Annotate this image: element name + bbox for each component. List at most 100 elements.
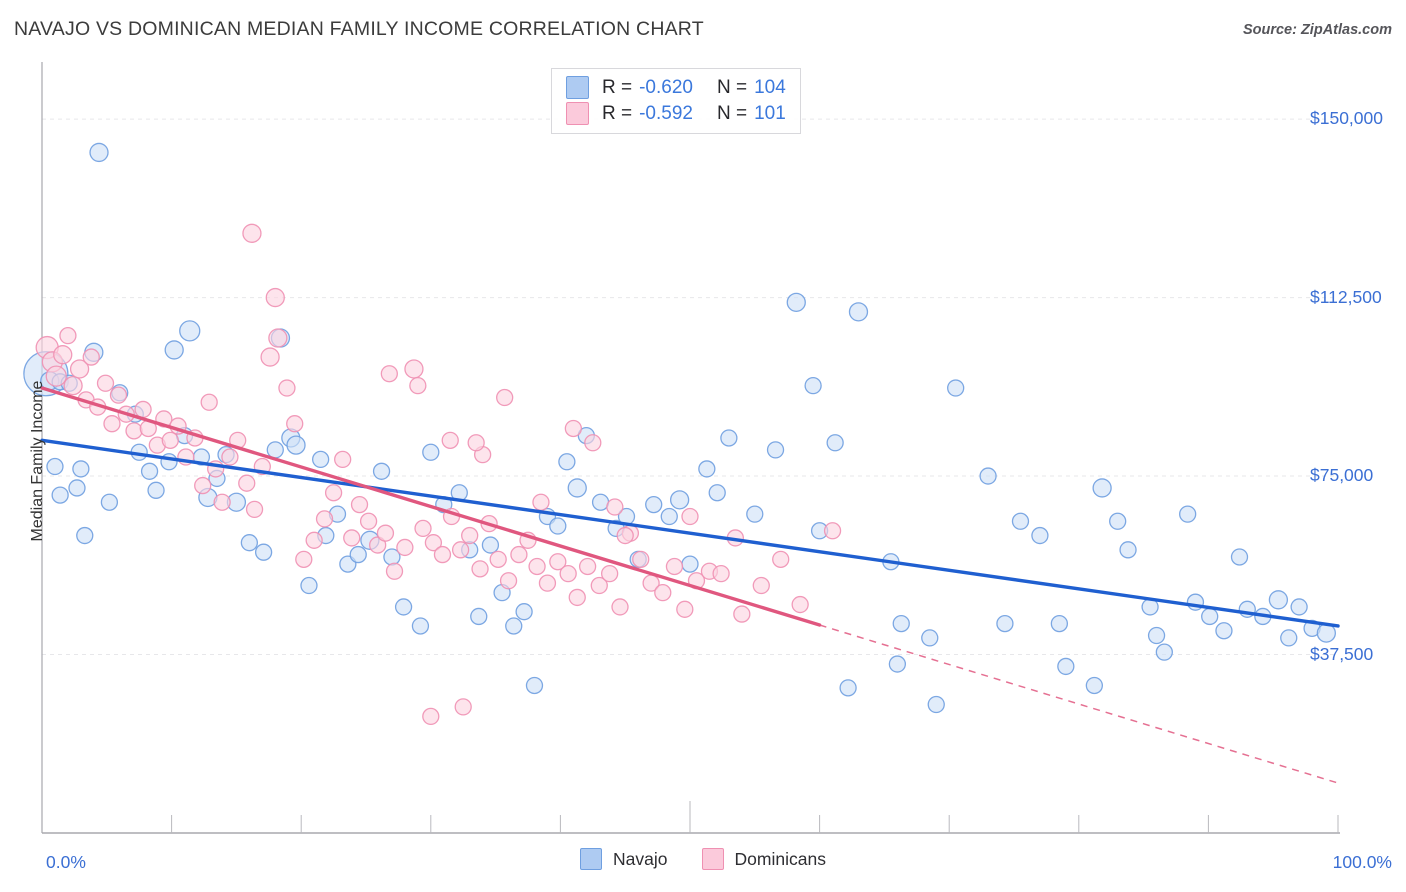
data-point[interactable] (616, 526, 634, 545)
data-point[interactable] (471, 560, 489, 578)
data-point[interactable] (349, 545, 367, 564)
data-point[interactable] (525, 676, 544, 695)
data-point[interactable] (708, 484, 726, 502)
data-point[interactable] (505, 617, 523, 635)
data-point[interactable] (311, 450, 330, 469)
data-point[interactable] (1011, 512, 1030, 530)
data-point[interactable] (286, 435, 306, 455)
data-point[interactable] (63, 375, 83, 396)
data-point[interactable] (134, 400, 152, 419)
data-point[interactable] (1215, 622, 1233, 640)
data-point[interactable] (1031, 526, 1049, 545)
data-point[interactable] (947, 379, 965, 397)
data-point[interactable] (470, 607, 488, 626)
data-point[interactable] (532, 493, 550, 511)
data-point[interactable] (590, 576, 608, 595)
data-point[interactable] (996, 614, 1014, 633)
data-point[interactable] (380, 365, 398, 383)
data-point[interactable] (499, 572, 518, 590)
data-point[interactable] (100, 493, 119, 511)
data-point[interactable] (839, 679, 857, 697)
data-point[interactable] (1119, 541, 1137, 559)
data-point[interactable] (681, 555, 699, 573)
data-point[interactable] (549, 517, 567, 535)
data-point[interactable] (89, 142, 109, 163)
data-point[interactable] (414, 519, 432, 538)
data-point[interactable] (712, 564, 730, 583)
data-point[interactable] (1230, 548, 1249, 566)
data-point[interactable] (1155, 643, 1173, 661)
data-point[interactable] (558, 453, 576, 471)
data-point[interactable] (515, 603, 533, 621)
data-point[interactable] (568, 588, 586, 607)
data-point[interactable] (385, 562, 404, 580)
data-point[interactable] (645, 495, 663, 514)
data-point[interactable] (254, 543, 273, 561)
data-point[interactable] (76, 526, 94, 545)
data-point[interactable] (404, 359, 424, 379)
data-point[interactable] (59, 327, 77, 345)
data-point[interactable] (1085, 676, 1104, 695)
data-point[interactable] (179, 320, 201, 342)
data-point[interactable] (510, 545, 528, 564)
data-point[interactable] (194, 476, 212, 495)
data-point[interactable] (454, 698, 472, 716)
data-point[interactable] (733, 605, 751, 623)
data-point[interactable] (611, 598, 629, 616)
data-point[interactable] (51, 486, 69, 504)
data-point[interactable] (669, 490, 690, 510)
data-point[interactable] (606, 498, 624, 516)
data-point[interactable] (164, 340, 184, 360)
data-point[interactable] (109, 386, 128, 404)
data-point[interactable] (315, 510, 334, 528)
data-point[interactable] (221, 448, 239, 466)
data-point[interactable] (82, 348, 100, 366)
data-point[interactable] (268, 328, 288, 348)
data-point[interactable] (300, 576, 318, 595)
data-point[interactable] (369, 536, 387, 554)
data-point[interactable] (200, 393, 218, 411)
data-point[interactable] (422, 707, 440, 726)
data-point[interactable] (791, 595, 809, 614)
data-point[interactable] (1050, 614, 1069, 633)
data-point[interactable] (591, 493, 610, 511)
data-point[interactable] (1179, 505, 1197, 523)
data-point[interactable] (461, 526, 479, 545)
data-point[interactable] (147, 481, 165, 499)
data-point[interactable] (660, 507, 678, 526)
data-point[interactable] (804, 376, 822, 395)
data-point[interactable] (1057, 657, 1075, 676)
data-point[interactable] (1147, 626, 1166, 645)
data-point[interactable] (772, 550, 790, 568)
data-point[interactable] (422, 443, 440, 461)
data-point[interactable] (467, 434, 485, 452)
data-point[interactable] (451, 541, 470, 559)
data-point[interactable] (69, 359, 90, 379)
data-point[interactable] (1092, 478, 1112, 498)
data-point[interactable] (1290, 598, 1308, 616)
data-point[interactable] (409, 376, 427, 395)
data-point[interactable] (888, 655, 907, 673)
data-point[interactable] (489, 550, 507, 568)
data-point[interactable] (324, 484, 343, 502)
data-point[interactable] (578, 557, 597, 576)
data-point[interactable] (376, 524, 395, 542)
data-point[interactable] (892, 614, 910, 633)
data-point[interactable] (238, 474, 256, 492)
data-point[interactable] (681, 507, 699, 526)
data-point[interactable] (564, 419, 583, 438)
data-point[interactable] (848, 302, 869, 322)
data-point[interactable] (676, 600, 694, 618)
data-point[interactable] (600, 564, 619, 583)
data-point[interactable] (720, 429, 738, 447)
data-point[interactable] (528, 557, 546, 576)
data-point[interactable] (213, 493, 231, 511)
data-point[interactable] (343, 529, 361, 547)
data-point[interactable] (1201, 607, 1219, 626)
data-point[interactable] (433, 545, 452, 564)
data-point[interactable] (766, 441, 785, 459)
data-point[interactable] (654, 584, 672, 602)
data-point[interactable] (242, 223, 262, 243)
data-point[interactable] (46, 457, 64, 476)
data-point[interactable] (632, 550, 650, 568)
